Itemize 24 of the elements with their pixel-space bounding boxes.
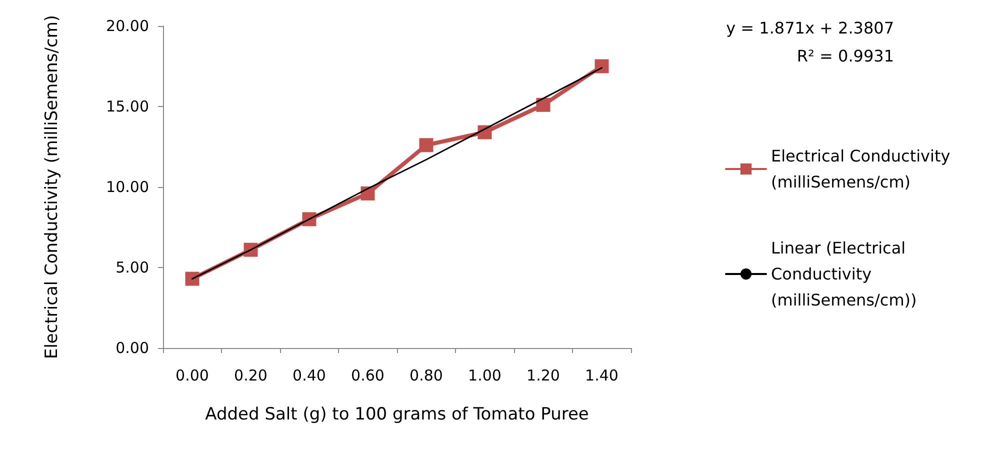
point — [419, 138, 434, 152]
x-tick-label: 0.60 — [351, 366, 384, 384]
text: y = 1.871x + 2.3807 — [726, 18, 894, 38]
legend-label: Electrical Conductivity (milliSemens/cm) — [771, 146, 956, 192]
y-tick-label: 0.00 — [116, 339, 149, 357]
x-tick-label: 1.40 — [585, 366, 618, 384]
y-tick-label: 15.00 — [106, 98, 149, 116]
x-tick-label: 0.40 — [292, 366, 326, 384]
text: R² = 0.9931 — [796, 46, 894, 66]
y-axis-title: Electrical Conductivity (milliSemens/cm) — [42, 14, 62, 360]
y-tick-label: 5.00 — [116, 258, 149, 276]
x-axis-title: Added Salt (g) to 100 grams of Tomato Puree — [205, 404, 589, 424]
y-tick-label: 10.00 — [106, 178, 149, 196]
point — [360, 186, 375, 200]
y-tick-label: 20.00 — [106, 17, 149, 35]
x-tick-label: 1.00 — [468, 366, 502, 384]
x-tick-label: 0.80 — [410, 366, 443, 384]
point — [594, 59, 609, 74]
x-tick-label: 0.00 — [176, 366, 209, 384]
point — [536, 98, 550, 112]
legend-label: Linear (Electrical Conductivity (milliSemens/cm)) — [771, 238, 917, 310]
x-tick-label: 1.20 — [526, 366, 560, 384]
x-tick-label: 0.20 — [234, 366, 268, 384]
point — [185, 272, 200, 286]
